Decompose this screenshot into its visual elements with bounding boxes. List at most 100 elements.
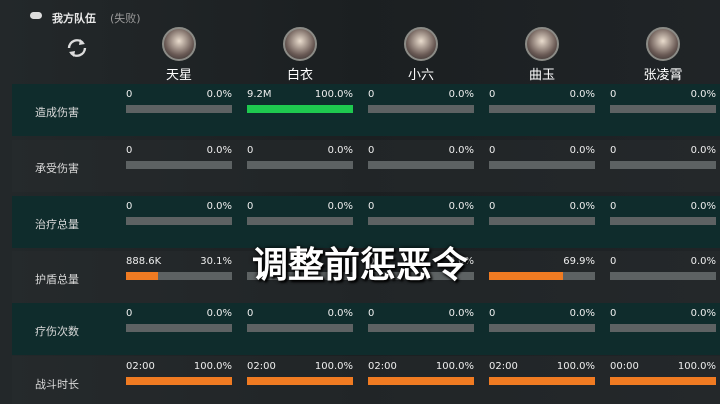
bar-track (368, 217, 474, 225)
cell-percent: 0.0% (690, 308, 716, 319)
member-avatar (646, 27, 680, 61)
member-avatar (525, 27, 559, 61)
cell-percent: 0.0% (327, 201, 353, 212)
cell-value: 0 (368, 201, 375, 212)
bar-track (126, 217, 232, 225)
cell-value: 0 (126, 145, 133, 156)
bar-track (247, 324, 353, 332)
cell-value: 0 (610, 201, 617, 212)
cell-value: 0 (610, 256, 617, 267)
bar-track (610, 272, 716, 280)
member-name: 张凌霄 (643, 68, 683, 83)
bar-track (489, 161, 595, 169)
cell-value: 00:00 (610, 361, 639, 372)
cell-percent: 0.0% (448, 89, 474, 100)
cell-value: 0 (368, 308, 375, 319)
stat-label: 造成伤害 (35, 106, 79, 119)
team-title: 我方队伍 (52, 12, 96, 25)
cell-value: 0 (247, 201, 254, 212)
bar-track (610, 105, 716, 113)
member-avatar (404, 27, 438, 61)
cell-value: 0 (368, 145, 375, 156)
bar-track (489, 217, 595, 225)
member-name: 天星 (165, 68, 192, 83)
cell-value: 0 (247, 145, 254, 156)
bar-fill (247, 377, 353, 385)
bar-track (247, 272, 353, 280)
cell-percent: 0.0% (206, 201, 232, 212)
battle-status: (失败) (110, 12, 141, 25)
cell-value: 0 (126, 201, 133, 212)
cell-value: 0 (368, 89, 375, 100)
cell-value: 0 (489, 308, 496, 319)
cell-value: 0 (610, 145, 617, 156)
member-avatar (283, 27, 317, 61)
bar-fill (368, 377, 474, 385)
bar-track (489, 105, 595, 113)
cell-percent: 0.0% (327, 308, 353, 319)
bar-track (368, 105, 474, 113)
cell-percent: 0.0% (690, 145, 716, 156)
cell-percent: 0.0% (448, 308, 474, 319)
cell-percent: 100.0% (435, 361, 474, 372)
cell-value: 0 (247, 308, 254, 319)
cell-percent: 0.0% (690, 201, 716, 212)
stat-label: 护盾总量 (35, 273, 79, 286)
cell-value: 9.2M (247, 89, 272, 100)
stat-label: 疗伤次数 (35, 325, 79, 338)
cell-value: 02:00 (126, 361, 155, 372)
cell-percent: 0.0% (569, 89, 595, 100)
cell-percent: 100.0% (314, 361, 353, 372)
bar-fill (489, 272, 564, 280)
cell-value: 02:00 (368, 361, 397, 372)
cell-value: 02:00 (247, 361, 276, 372)
refresh-icon[interactable] (64, 36, 90, 60)
member-name: 小六 (407, 68, 434, 83)
cell-percent: 0.0% (569, 308, 595, 319)
member-avatar (162, 27, 196, 61)
cell-percent: 0.0% (327, 145, 353, 156)
bar-track (610, 324, 716, 332)
member-name: 曲玉 (528, 68, 555, 83)
bar-track (489, 324, 595, 332)
cell-percent: 69.9% (563, 256, 595, 267)
bar-track (368, 272, 474, 280)
cell-value: 0 (489, 145, 496, 156)
cell-percent: 0.0% (690, 256, 716, 267)
cell-percent: 100.0% (314, 89, 353, 100)
cell-value: 0 (489, 89, 496, 100)
cell-value: 0 (610, 89, 617, 100)
stat-label: 治疗总量 (35, 218, 79, 231)
cell-percent: 0.0% (569, 145, 595, 156)
bar-fill (610, 377, 716, 385)
bar-fill (126, 272, 158, 280)
bar-fill (126, 377, 232, 385)
bar-track (368, 324, 474, 332)
cell-value: 0 (126, 308, 133, 319)
bar-track (610, 217, 716, 225)
cell-value: 0 (368, 256, 375, 267)
bar-track (126, 272, 232, 280)
cell-percent: 0.0% (206, 308, 232, 319)
toggle-icon[interactable] (30, 12, 42, 19)
bar-track (126, 324, 232, 332)
cell-percent: 0.0% (206, 89, 232, 100)
member-name: 白衣 (286, 68, 313, 83)
cell-percent: 0.0% (448, 201, 474, 212)
bar-track (126, 161, 232, 169)
cell-value: 0 (489, 201, 496, 212)
stat-label: 承受伤害 (35, 162, 79, 175)
caption-overlay: 调整前惩恶令 (251, 245, 468, 286)
bar-fill (489, 377, 595, 385)
bar-fill (247, 105, 353, 113)
bar-track (247, 217, 353, 225)
bar-track (610, 161, 716, 169)
cell-percent: 0.0% (690, 89, 716, 100)
cell-percent: 0.0% (448, 256, 474, 267)
cell-value: 888.6K (126, 256, 162, 267)
cell-percent: 100.0% (677, 361, 716, 372)
bar-track (126, 105, 232, 113)
cell-percent: 0.0% (569, 201, 595, 212)
cell-percent: 0.0% (448, 145, 474, 156)
